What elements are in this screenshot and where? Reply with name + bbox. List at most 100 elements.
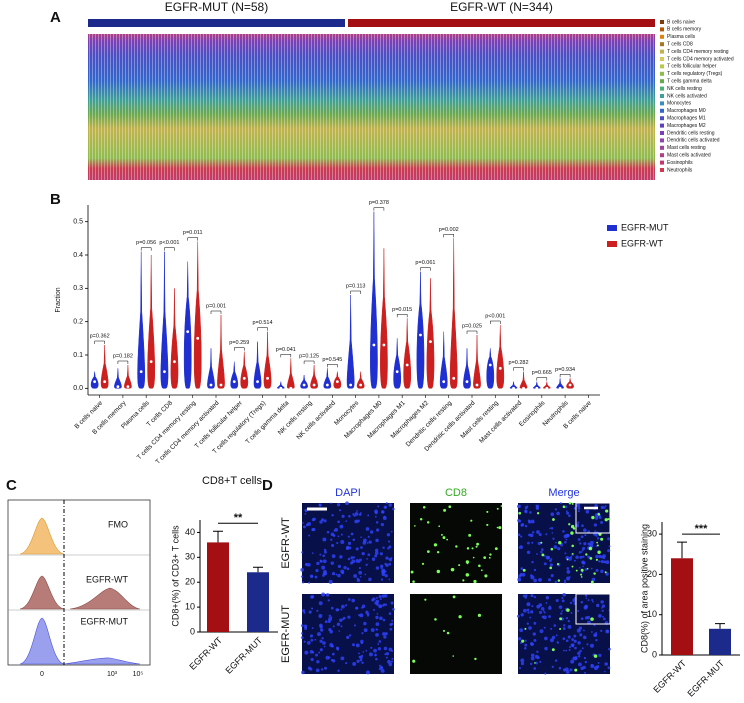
cd8-cell: [468, 533, 472, 537]
nucleus: [325, 593, 330, 597]
median-dot: [359, 383, 363, 387]
cd8-cell: [474, 657, 477, 661]
nucleus: [565, 510, 568, 512]
nucleus: [530, 656, 535, 661]
nucleus: [310, 657, 314, 662]
nucleus: [524, 639, 527, 642]
legend-label: Dendritic cells activated: [667, 138, 720, 144]
nucleus: [302, 609, 306, 613]
nucleus: [366, 557, 368, 560]
legend-label: Macrophages M1: [667, 116, 706, 122]
nucleus: [555, 634, 558, 637]
nucleus: [589, 540, 594, 545]
cd8-cell: [585, 553, 588, 556]
nucleus: [336, 541, 339, 545]
violin: [253, 341, 262, 389]
nucleus: [375, 597, 378, 599]
legend-label: B cells memory: [667, 27, 702, 33]
legend-label: Mast cells activated: [667, 153, 711, 159]
nucleus: [367, 535, 370, 538]
nucleus: [375, 521, 379, 524]
x-tick-label: EGFR-WT: [187, 635, 224, 672]
legend-label: T cells CD8: [667, 42, 693, 48]
cd8-cell: [452, 595, 456, 599]
nucleus: [304, 508, 308, 513]
nucleus: [553, 624, 557, 627]
legend-swatch: [660, 101, 664, 106]
nucleus: [579, 649, 582, 653]
nucleus: [591, 631, 593, 633]
cd8-cell: [570, 524, 575, 529]
p-value: p=0.282: [509, 360, 529, 366]
nucleus: [388, 545, 392, 549]
legend-label: T cells regulatory (Tregs): [667, 71, 723, 77]
median-dot: [196, 336, 200, 340]
violin: [160, 251, 169, 389]
nucleus: [311, 552, 314, 554]
cd8-cell: [476, 542, 480, 546]
cd8-cell: [522, 568, 526, 572]
median-dot: [372, 343, 376, 347]
cd8-cell: [446, 631, 450, 635]
violin: [183, 261, 192, 389]
legend-swatch: [607, 241, 617, 247]
nucleus: [310, 595, 314, 599]
flow-label: EGFR-WT: [86, 574, 128, 584]
significance-bracket: [117, 360, 129, 364]
nucleus: [323, 571, 328, 576]
nucleus: [524, 643, 528, 647]
nucleus: [564, 581, 567, 584]
nucleus: [391, 619, 394, 622]
cd8-cell: [472, 556, 475, 559]
nucleus: [603, 506, 606, 509]
violin: [137, 251, 146, 389]
nucleus: [524, 524, 528, 528]
nucleus: [318, 601, 323, 606]
cd8-cell: [465, 560, 470, 564]
micrograph: [516, 502, 611, 584]
nucleus: [542, 610, 545, 612]
violin: [193, 241, 202, 389]
nucleus: [544, 646, 548, 651]
nucleus: [340, 540, 345, 544]
y-axis-label: CD8(%) of area positive staining: [639, 524, 649, 653]
y-tick-label: 0.3: [73, 285, 83, 292]
y-tick-label: 0.5: [73, 219, 83, 226]
nucleus: [302, 521, 304, 524]
cd8-cell: [465, 573, 470, 577]
nucleus: [568, 649, 571, 651]
p-value: p=0.011: [183, 230, 203, 236]
nucleus: [352, 513, 355, 516]
nucleus: [539, 629, 544, 634]
nucleus: [597, 661, 600, 665]
nucleus: [530, 594, 534, 598]
violin: [403, 318, 412, 389]
flow-peak: [19, 575, 65, 610]
nucleus: [573, 634, 577, 638]
nucleus: [319, 520, 323, 524]
nucleus: [562, 592, 566, 597]
nucleus: [569, 668, 573, 672]
nucleus: [517, 533, 521, 537]
nucleus: [307, 563, 311, 567]
median-dot: [209, 383, 213, 387]
nucleus: [335, 646, 340, 650]
nucleus: [557, 547, 561, 551]
nucleus: [311, 528, 315, 532]
nucleus: [560, 543, 563, 547]
nucleus: [359, 658, 363, 662]
cd8-cell: [478, 564, 481, 568]
nucleus: [535, 506, 539, 509]
significance-bracket: [94, 340, 105, 344]
nucleus: [529, 511, 532, 514]
nucleus: [576, 503, 581, 508]
nucleus: [311, 627, 314, 629]
nucleus: [337, 535, 340, 538]
median-dot: [442, 380, 446, 384]
nucleus: [532, 632, 536, 636]
median-dot: [512, 386, 515, 390]
nucleus: [564, 540, 567, 544]
nucleus: [388, 578, 391, 581]
nucleus: [570, 643, 574, 647]
